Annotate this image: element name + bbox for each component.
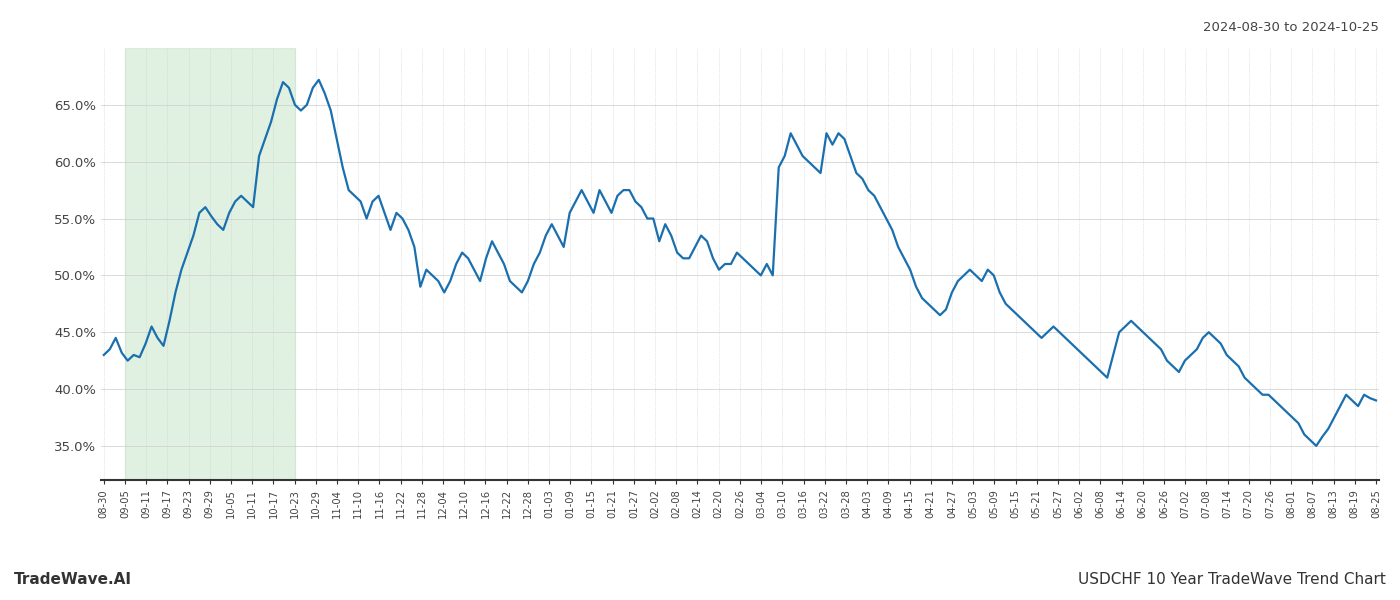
Text: TradeWave.AI: TradeWave.AI <box>14 572 132 587</box>
Bar <box>125 48 294 480</box>
Text: 2024-08-30 to 2024-10-25: 2024-08-30 to 2024-10-25 <box>1203 21 1379 34</box>
Text: USDCHF 10 Year TradeWave Trend Chart: USDCHF 10 Year TradeWave Trend Chart <box>1078 572 1386 587</box>
